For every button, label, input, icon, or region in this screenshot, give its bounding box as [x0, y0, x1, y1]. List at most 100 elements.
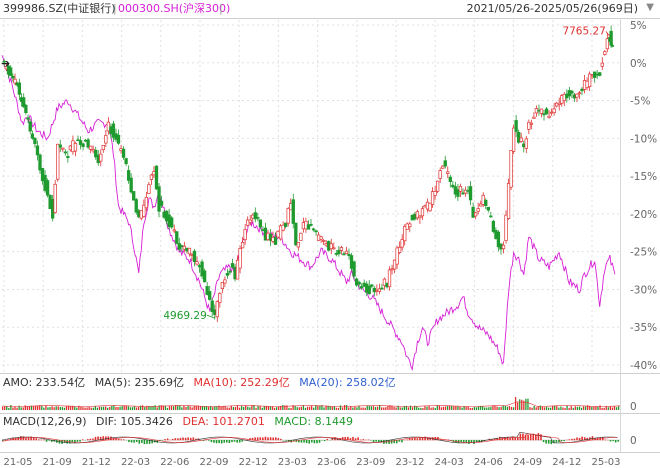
x-tick-label: 21-12	[82, 457, 111, 468]
candle-body	[147, 184, 151, 194]
volume-bar	[609, 406, 611, 410]
macd-bar	[547, 440, 550, 444]
candle-body	[22, 97, 26, 108]
macd-bar	[117, 438, 120, 441]
date-range-label[interactable]: 2021/05/26-2025/05/26(969日)	[466, 2, 638, 15]
macd-bar	[527, 434, 529, 441]
macd-bar	[246, 439, 249, 441]
candle-body	[132, 191, 136, 201]
volume-bar	[451, 405, 453, 410]
candle-body	[208, 291, 212, 300]
candle-body	[433, 191, 437, 196]
volume-bar	[339, 405, 342, 410]
candle-body	[609, 30, 613, 46]
volume-bar	[331, 406, 333, 410]
volume-bar	[41, 405, 43, 410]
volume-bar	[162, 405, 164, 410]
macd-bar	[135, 440, 138, 443]
volume-bar	[197, 405, 199, 410]
compare-symbol-label[interactable]: 000300.SH(沪深300)	[118, 2, 231, 15]
candle-body	[253, 212, 257, 220]
volume-bar	[385, 407, 387, 410]
candle-body	[256, 217, 260, 219]
x-tick-label: 22-03	[121, 457, 150, 468]
macd-bar	[146, 440, 148, 444]
volume-bar	[426, 406, 428, 410]
macd-bar	[94, 436, 97, 441]
y-tick-label: -20%	[630, 209, 657, 221]
candle-body	[281, 224, 285, 231]
volume-bar	[613, 406, 616, 410]
x-tick-label: 25-03	[591, 457, 620, 468]
candle-body	[511, 127, 516, 152]
volume-bar	[228, 407, 230, 410]
macd-bar	[81, 439, 84, 441]
volume-bar	[442, 406, 445, 410]
macd-bar	[359, 439, 362, 441]
volume-bar	[570, 406, 572, 410]
volume-bar	[554, 405, 556, 410]
volume-bar	[500, 406, 502, 410]
candle-body	[337, 249, 341, 255]
macd-bar	[408, 438, 411, 441]
macd-bar	[398, 440, 401, 442]
volume-bar	[259, 406, 261, 410]
macd-bar	[303, 440, 305, 443]
triangle-down-icon[interactable]: ▼	[646, 2, 654, 13]
volume-bar	[457, 406, 459, 410]
macd-indicator-row: MACD(12,26,9) DIF: 105.3426 DEA: 101.270…	[3, 414, 353, 430]
volume-bar	[8, 407, 10, 410]
volume-bar	[475, 407, 478, 410]
macd-bar	[375, 440, 377, 442]
macd-bar	[493, 438, 496, 441]
volume-bar	[348, 407, 350, 410]
candle-body	[476, 208, 480, 212]
volume-bar	[401, 407, 403, 410]
volume-bar	[477, 406, 480, 410]
volume-bar	[238, 407, 241, 410]
candle-body	[175, 231, 179, 244]
candle-body	[311, 228, 316, 231]
volume-bar	[96, 407, 99, 410]
volume-bar	[14, 406, 16, 410]
macd-bar	[316, 440, 318, 444]
macd-bar	[213, 440, 215, 443]
volume-bar	[32, 406, 35, 410]
macd-bar	[609, 440, 612, 442]
volume-bar	[308, 406, 311, 410]
candle-body	[273, 237, 278, 245]
volume-bar	[368, 405, 370, 410]
macd-bar	[491, 439, 493, 441]
volume-bar	[257, 405, 259, 410]
main-symbol-label[interactable]: 399986.SZ(中证银行)	[3, 2, 116, 15]
candle-body	[45, 180, 50, 196]
volume-bar	[306, 406, 309, 410]
candle-body	[580, 88, 584, 92]
candle-body	[104, 134, 108, 144]
macd-bar	[25, 437, 27, 441]
candle-body	[542, 113, 546, 116]
macd-bar	[226, 440, 228, 443]
volume-bar	[140, 405, 142, 410]
macd-bar	[601, 437, 604, 441]
macd-bar	[177, 438, 179, 441]
candle-body	[598, 72, 602, 76]
volume-bar	[72, 405, 74, 410]
macd-bar	[323, 440, 326, 442]
macd-bar	[35, 438, 38, 441]
candle-body	[322, 240, 326, 242]
candle-body	[441, 165, 445, 169]
macd-bar	[27, 437, 30, 441]
volume-bar	[543, 407, 546, 410]
volume-bar	[195, 405, 197, 410]
volume-bar	[597, 406, 599, 410]
volume-bar	[273, 407, 276, 410]
candle-body	[392, 259, 397, 270]
volume-bar	[2, 406, 4, 410]
macd-bar	[102, 436, 105, 441]
macd-bar	[395, 440, 398, 444]
macd-bar	[365, 439, 367, 441]
volume-bar	[584, 406, 587, 410]
macd-bar	[326, 438, 329, 441]
